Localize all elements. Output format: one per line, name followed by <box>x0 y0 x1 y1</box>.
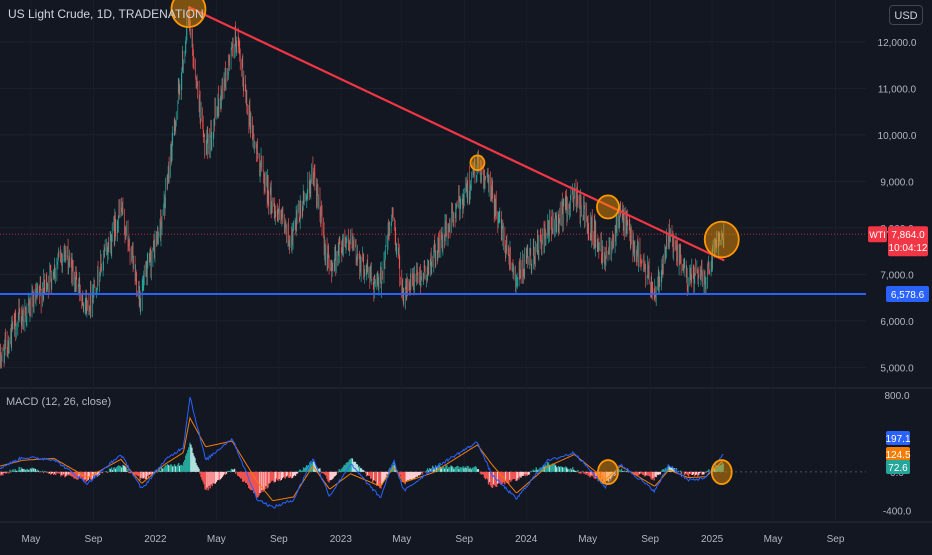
macd-tick-label: 800.0 <box>884 391 909 402</box>
macd-histogram-bar <box>234 469 235 472</box>
symbol-tag-label: WTI <box>869 230 886 240</box>
macd-histogram-bar <box>478 469 479 472</box>
time-tick-label: 2023 <box>330 534 353 545</box>
macd-histogram-bar <box>582 471 583 472</box>
highlight-circle <box>597 195 619 218</box>
time-tick-label: Sep <box>85 534 103 545</box>
time-tick-label: 2022 <box>144 534 167 545</box>
time-tick-label: Sep <box>270 534 288 545</box>
macd-histogram-bar <box>39 472 40 473</box>
macd-histogram-bar <box>127 469 128 472</box>
macd-value-label: 197.1 <box>885 434 910 445</box>
time-tick-label: May <box>578 534 597 545</box>
price-tick-label: 11,000.0 <box>878 84 917 95</box>
macd-histogram-bar <box>678 471 679 472</box>
macd-histogram-bar <box>8 472 9 474</box>
macd-tick-label: -400.0 <box>883 506 912 517</box>
time-tick-label: Sep <box>641 534 659 545</box>
macd-histogram-bar <box>422 472 423 475</box>
macd-value-label: 124.5 <box>885 450 910 461</box>
chart-title: US Light Crude, 1D, TRADENATION <box>8 7 204 21</box>
price-tick-label: 10,000.0 <box>878 131 917 142</box>
highlight-circle <box>705 222 739 258</box>
price-tick-label: 9,000.0 <box>880 177 914 188</box>
macd-histogram-bar <box>680 471 681 472</box>
macd-histogram-bar <box>297 472 298 474</box>
time-tick-label: May <box>207 534 226 545</box>
macd-histogram-bar <box>705 472 706 473</box>
time-tick-label: May <box>392 534 411 545</box>
resistance-trendline <box>188 7 724 260</box>
current-price-label: 7,864.0 <box>891 230 925 241</box>
macd-histogram-bar <box>157 472 158 473</box>
time-tick-label: Sep <box>827 534 845 545</box>
macd-histogram-bar <box>226 472 227 474</box>
macd-histogram-bar <box>38 471 39 472</box>
currency-button[interactable]: USD <box>889 5 923 25</box>
macd-histogram-bar <box>125 467 126 472</box>
macd-histogram-bar <box>43 472 44 473</box>
macd-histogram-bar <box>703 472 704 475</box>
time-tick-label: 2024 <box>515 534 538 545</box>
price-tick-label: 7,000.0 <box>880 270 914 281</box>
macd-highlight-circle <box>598 460 618 484</box>
macd-histogram-bar <box>40 471 41 472</box>
support-price-label: 6,578.6 <box>891 290 925 301</box>
macd-histogram-bar <box>6 472 7 473</box>
price-tick-label: 6,000.0 <box>880 317 914 328</box>
macd-histogram-bar <box>425 472 426 473</box>
macd-histogram-bar <box>102 472 103 473</box>
macd-highlight-circle <box>712 460 732 484</box>
macd-histogram-bar <box>335 472 336 475</box>
macd-signal-line <box>0 418 723 501</box>
macd-histogram-bar <box>575 471 576 472</box>
time-tick-label: May <box>22 534 41 545</box>
macd-histogram-bar <box>42 471 43 472</box>
candles-group <box>0 6 724 369</box>
time-tick-label: 2025 <box>701 534 724 545</box>
time-tick-label: May <box>764 534 783 545</box>
macd-histogram-bar <box>528 472 529 475</box>
macd-histogram-bar <box>319 468 320 472</box>
macd-histogram-bar <box>9 470 10 472</box>
macd-line <box>0 397 723 508</box>
macd-title: MACD (12, 26, close) <box>6 396 111 408</box>
price-tick-label: 5,000.0 <box>880 363 914 374</box>
time-tick-label: Sep <box>455 534 473 545</box>
macd-histogram-bar <box>106 471 107 472</box>
macd-histogram-bar <box>659 472 660 475</box>
macd-group <box>0 397 724 508</box>
macd-histogram-bar <box>198 469 199 472</box>
highlight-circle <box>470 155 484 170</box>
macd-histogram-bar <box>577 470 578 472</box>
macd-histogram-bar <box>624 470 625 471</box>
macd-histogram-bar <box>581 472 582 473</box>
price-tick-label: 12,000.0 <box>878 38 917 49</box>
countdown-label: 10:04:12 <box>889 243 928 254</box>
macd-value-label: 72.6 <box>888 463 908 474</box>
